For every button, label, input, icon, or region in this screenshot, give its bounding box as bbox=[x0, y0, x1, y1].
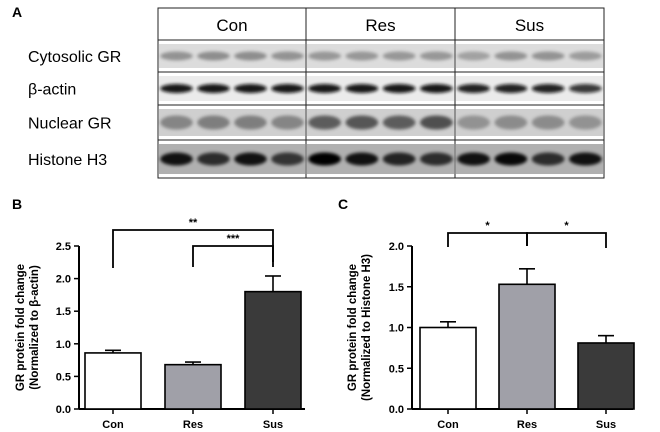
blot-band bbox=[271, 51, 304, 61]
y-axis-label-secondary: (Normalized to Histone H3) bbox=[361, 254, 373, 401]
significance-bracket bbox=[447, 232, 528, 247]
y-tick-label: 0.0 bbox=[56, 404, 71, 416]
blot-band bbox=[419, 84, 453, 93]
bar-res bbox=[164, 363, 222, 410]
blot-band bbox=[345, 115, 379, 130]
blot-band bbox=[494, 51, 528, 61]
blot-band bbox=[531, 115, 565, 130]
blot-band bbox=[494, 115, 528, 130]
x-tick-label: Con bbox=[102, 419, 124, 431]
blot-band bbox=[457, 115, 491, 130]
blot-band bbox=[457, 152, 491, 166]
significance-bracket bbox=[192, 245, 274, 267]
blot-band bbox=[382, 51, 416, 61]
y-tick-label: 0.0 bbox=[389, 404, 404, 416]
significance-bracket bbox=[526, 232, 607, 248]
blot-band bbox=[271, 84, 304, 93]
blot-band bbox=[457, 51, 491, 61]
y-tick-label: 0.5 bbox=[56, 371, 71, 383]
blot-band bbox=[234, 115, 267, 130]
blot-band bbox=[271, 152, 304, 166]
bar-con bbox=[419, 326, 477, 410]
y-tick-label: 1.0 bbox=[56, 339, 71, 351]
blot-band bbox=[382, 84, 416, 93]
y-tick-label: 1.5 bbox=[389, 282, 404, 294]
y-tick-label: 1.0 bbox=[389, 323, 404, 335]
y-axis-label: GR protein fold change bbox=[347, 264, 359, 391]
blot-band bbox=[568, 51, 602, 61]
blot-band bbox=[568, 152, 602, 166]
blot-group-label: Con bbox=[216, 16, 247, 35]
bar-chart-b: 0.0 0.5 1.0 1.5 2.0 2.5 GR protein fold change… bbox=[15, 217, 305, 431]
blot-band bbox=[531, 152, 565, 166]
y-tick-label: 2.0 bbox=[56, 274, 71, 286]
blot-band bbox=[568, 84, 602, 93]
x-tick-label: Sus bbox=[263, 419, 283, 431]
y-tick-label: 1.5 bbox=[56, 306, 71, 318]
x-tick-label: Con bbox=[437, 419, 459, 431]
blot-band bbox=[382, 152, 416, 166]
y-axis-label: GR protein fold change bbox=[15, 264, 27, 391]
blot-band bbox=[271, 115, 304, 130]
blot-band bbox=[160, 51, 193, 61]
y-axis-label-secondary: (Normalized to β-actin) bbox=[29, 265, 41, 390]
blot-band bbox=[494, 152, 528, 166]
blot-band bbox=[160, 152, 193, 166]
bar-con bbox=[84, 352, 142, 410]
blot-row-label: β-actin bbox=[28, 82, 76, 99]
blot-band bbox=[531, 51, 565, 61]
significance-label: ** bbox=[189, 217, 198, 229]
blot-band bbox=[419, 115, 453, 130]
significance-label: * bbox=[485, 220, 490, 232]
bar-sus bbox=[244, 290, 302, 410]
blot-band bbox=[568, 115, 602, 130]
blot-band bbox=[345, 51, 379, 61]
y-tick-label: 0.5 bbox=[389, 363, 404, 375]
blot-band bbox=[382, 115, 416, 130]
blot-band bbox=[197, 115, 230, 130]
blot-group-label: Res bbox=[365, 16, 395, 35]
panel-label-b: B bbox=[12, 196, 23, 212]
western-blot-panel: Con Res Sus Cytosolic GR β-actin Nuclear GR Hi… bbox=[28, 7, 605, 179]
y-tick-label: 2.0 bbox=[389, 241, 404, 253]
blot-band bbox=[531, 84, 565, 93]
blot-band bbox=[234, 51, 267, 61]
blot-frame bbox=[157, 7, 605, 179]
x-tick-label: Res bbox=[517, 419, 537, 431]
panel-label-a: A bbox=[12, 4, 23, 20]
panel-label-c: C bbox=[338, 196, 349, 212]
blot-row-label: Nuclear GR bbox=[28, 116, 112, 133]
x-tick-label: Res bbox=[183, 419, 203, 431]
blot-band bbox=[457, 84, 491, 93]
blot-band bbox=[419, 152, 453, 166]
blot-band bbox=[419, 51, 453, 61]
bar-res bbox=[498, 283, 556, 410]
blot-band bbox=[345, 152, 379, 166]
blot-band bbox=[197, 152, 230, 166]
blot-group-label: Sus bbox=[515, 16, 544, 35]
blot-row-label: Histone H3 bbox=[28, 152, 107, 169]
blot-band bbox=[234, 84, 267, 93]
bar-sus bbox=[577, 342, 635, 410]
bar-chart-c: 0.0 0.5 1.0 1.5 2.0 GR protein fold change (No… bbox=[347, 220, 635, 431]
blot-band bbox=[308, 51, 342, 61]
y-tick-label: 2.5 bbox=[56, 241, 71, 253]
blot-band bbox=[494, 84, 528, 93]
blot-band bbox=[197, 51, 230, 61]
blot-band bbox=[308, 115, 342, 130]
blot-band bbox=[160, 84, 193, 93]
blot-band bbox=[345, 84, 379, 93]
significance-label: * bbox=[564, 220, 569, 232]
blot-row-label: Cytosolic GR bbox=[28, 49, 121, 66]
blot-band bbox=[197, 84, 230, 93]
x-tick-label: Sus bbox=[596, 419, 616, 431]
blot-band bbox=[308, 152, 342, 166]
blot-band bbox=[308, 84, 342, 93]
significance-label: *** bbox=[227, 233, 241, 245]
blot-band bbox=[234, 152, 267, 166]
blot-band bbox=[160, 115, 193, 130]
